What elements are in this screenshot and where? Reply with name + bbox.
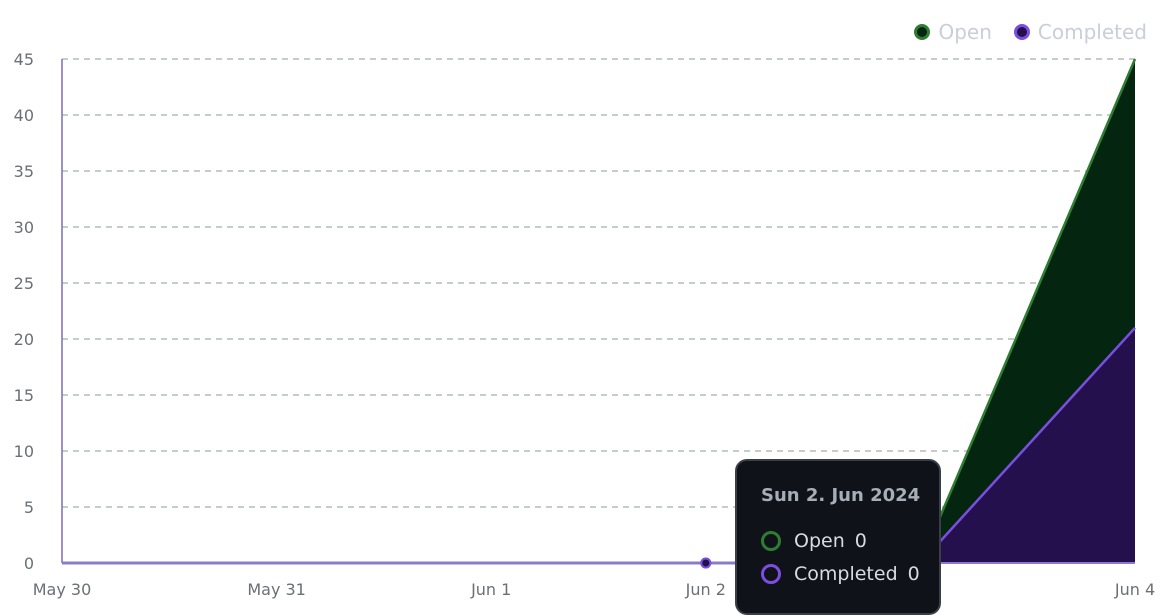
- completed-ring-icon: [761, 564, 781, 584]
- marker-completed: [700, 557, 712, 569]
- open-legend-icon: [914, 24, 931, 40]
- tooltip-row-open: Open 0: [761, 530, 917, 552]
- tooltip-completed-value: 0: [907, 563, 920, 585]
- tooltip-completed-label: Completed: [794, 563, 898, 585]
- y-tick-label: 25: [14, 274, 34, 293]
- completed-legend-icon: [1013, 24, 1030, 40]
- x-axis-ticks: May 30 May 31 Jun 1 Jun 2 Jun 4: [33, 580, 1155, 599]
- y-tick-label: 30: [14, 218, 34, 237]
- y-tick-label: 35: [14, 162, 34, 181]
- y-tick-label: 20: [14, 330, 34, 349]
- legend-item-open[interactable]: Open: [914, 20, 992, 44]
- y-axis-ticks: 0 5 10 15 20 25 30 35 40 45: [14, 50, 34, 573]
- legend-item-completed[interactable]: Completed: [1013, 20, 1147, 44]
- area-completed: [62, 327, 1135, 563]
- x-tick-label: Jun 2: [685, 580, 726, 599]
- tooltip-open-value: 0: [854, 530, 867, 552]
- open-legend-label: Open: [938, 20, 992, 44]
- area-open: [62, 59, 1135, 563]
- completed-legend-label: Completed: [1037, 20, 1147, 44]
- tooltip-title: Sun 2. Jun 2024: [761, 485, 921, 506]
- y-tick-label: 0: [24, 554, 34, 573]
- x-tick-label: May 30: [33, 580, 92, 599]
- y-tick-label: 45: [14, 50, 34, 69]
- y-tick-label: 40: [14, 106, 34, 125]
- series-areas: [62, 59, 1135, 563]
- x-tick-label: Jun 4: [1114, 580, 1155, 599]
- y-tick-label: 10: [14, 442, 34, 461]
- tooltip-open-label: Open: [794, 530, 845, 552]
- open-ring-icon: [761, 531, 781, 551]
- hover-markers: [700, 557, 712, 569]
- x-tick-label: May 31: [247, 580, 306, 599]
- y-tick-label: 5: [24, 498, 34, 517]
- chart-tooltip: Sun 2. Jun 2024 Open 0 Completed 0: [735, 459, 941, 615]
- grid-lines: [62, 58, 1135, 508]
- tooltip-row-completed: Completed 0: [761, 563, 920, 585]
- axes: [61, 59, 1135, 564]
- legend: Open Completed: [914, 20, 1147, 44]
- y-tick-label: 15: [14, 386, 34, 405]
- x-tick-label: Jun 1: [470, 580, 511, 599]
